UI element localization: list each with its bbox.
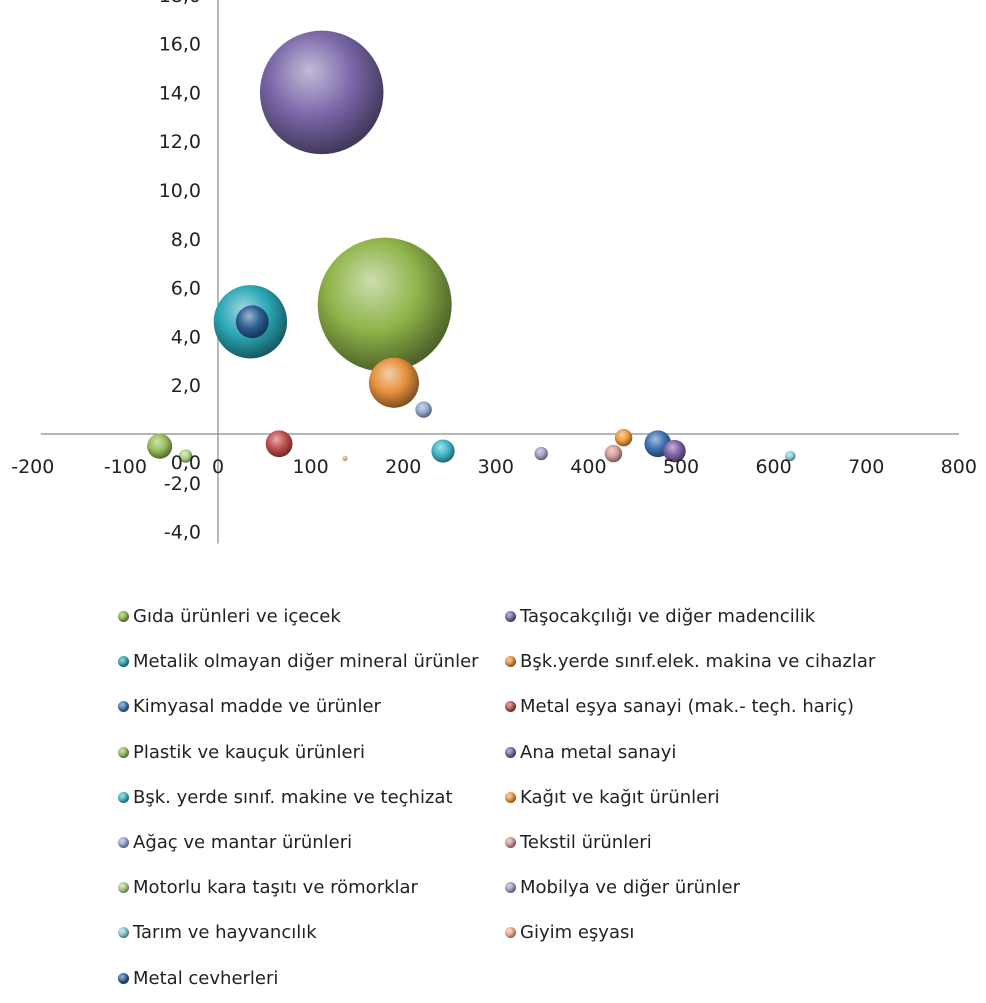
legend-item: Tekstil ürünleri <box>505 832 652 853</box>
x-tick-label: 100 <box>292 456 328 478</box>
legend-label: Motorlu kara taşıtı ve römorklar <box>133 877 418 899</box>
legend-label: Tarım ve hayvancılık <box>133 922 317 944</box>
legend-label: Metalik olmayan diğer mineral ürünler <box>133 651 479 673</box>
legend-marker-icon <box>505 927 516 939</box>
bubble-point <box>614 428 633 447</box>
legend-marker-icon <box>118 701 129 713</box>
legend-marker-icon <box>505 791 516 803</box>
legend-marker-icon <box>505 746 516 758</box>
legend-item: Ana metal sanayi <box>505 742 676 763</box>
bubble-point <box>265 430 293 458</box>
x-tick-label: 700 <box>848 456 884 478</box>
bubbles <box>147 30 796 463</box>
bubble-point <box>178 449 193 463</box>
x-tick-label: -200 <box>11 456 54 478</box>
legend-item: Gıda ürünleri ve içecek <box>118 606 341 627</box>
y-tick-label: 2,0 <box>171 375 201 397</box>
legend-label: Kağıt ve kağıt ürünleri <box>520 786 720 808</box>
legend-label: Taşocakçılığı ve diğer madencilik <box>520 606 816 627</box>
legend: Gıda ürünleri ve içecek Taşocakçılığı ve … <box>0 606 986 1003</box>
legend-marker-icon <box>505 882 516 894</box>
bubble-point <box>663 439 686 463</box>
legend-item: Metal cevherleri <box>118 968 278 989</box>
x-tick-label: 200 <box>385 456 421 478</box>
bubble-chart: -200 -100 0 100 200 300 400 500 600 700 800 -4,0 -2,… <box>11 0 977 544</box>
legend-marker-icon <box>118 656 129 668</box>
x-tick-label: -100 <box>104 456 147 478</box>
bubble-point <box>415 401 432 418</box>
legend-marker-icon <box>505 837 516 848</box>
x-tick-label: 800 <box>941 456 977 478</box>
bubble-point <box>147 433 173 459</box>
x-tick-label: 0 <box>212 456 224 478</box>
legend-item: Metalik olmayan diğer mineral ürünler <box>118 651 479 672</box>
y-tick-label: 10,0 <box>159 180 201 202</box>
axes <box>40 0 959 544</box>
y-tick-label: 14,0 <box>159 82 201 104</box>
legend-marker-icon <box>505 701 516 713</box>
legend-label: Metal eşya sanayi (mak.- teçh. hariç) <box>520 696 855 718</box>
tick-labels: -200 -100 0 100 200 300 400 500 600 700 800 -4,0 -2,… <box>11 0 977 544</box>
legend-label: Tekstil ürünleri <box>520 832 652 853</box>
y-tick-label: 16,0 <box>159 34 201 56</box>
y-tick-label: 8,0 <box>171 229 201 251</box>
y-tick-label: 6,0 <box>171 278 201 300</box>
y-tick-label: -2,0 <box>164 473 201 495</box>
legend-item: Kağıt ve kağıt ürünleri <box>505 787 720 808</box>
legend-item: Mobilya ve diğer ürünler <box>505 877 740 898</box>
origin-tick-label: 0,0 <box>171 452 201 474</box>
legend-item: Bşk.yerde sınıf.elek. makina ve cihazlar <box>505 651 875 672</box>
legend-marker-icon <box>118 972 129 984</box>
y-tick-label: 12,0 <box>159 131 201 153</box>
legend-label: Ana metal sanayi <box>520 741 677 763</box>
x-tick-label: 400 <box>570 456 606 478</box>
legend-label: Mobilya ve diğer ürünler <box>520 877 740 899</box>
legend-marker-icon <box>118 791 129 803</box>
legend-item: Kimyasal madde ve ürünler <box>118 696 381 717</box>
bubble-point <box>431 439 455 463</box>
x-tick-label: 600 <box>755 456 791 478</box>
bubble-point <box>604 444 623 463</box>
legend-marker-icon <box>118 882 129 894</box>
legend-label: Kimyasal madde ve ürünler <box>133 696 381 718</box>
bubble-point <box>259 30 384 155</box>
legend-label: Bşk. yerde sınıf. makine ve teçhizat <box>133 786 453 808</box>
bubble-point <box>317 237 452 372</box>
x-tick-label: 500 <box>663 456 699 478</box>
legend-item: Plastik ve kauçuk ürünleri <box>118 742 365 763</box>
legend-label: Plastik ve kauçuk ürünleri <box>133 741 366 763</box>
bubble-point <box>342 455 348 461</box>
legend-marker-icon <box>118 746 129 758</box>
legend-item: Bşk. yerde sınıf. makine ve teçhizat <box>118 787 453 808</box>
legend-item: Metal eşya sanayi (mak.- teçh. hariç) <box>505 696 854 717</box>
bubble-point <box>235 305 269 339</box>
legend-label: Giyim eşyası <box>520 922 635 944</box>
legend-item: Motorlu kara taşıtı ve römorklar <box>118 877 418 898</box>
legend-marker-icon <box>118 611 129 622</box>
legend-label: Bşk.yerde sınıf.elek. makina ve cihazlar <box>520 651 876 673</box>
legend-marker-icon <box>118 837 129 848</box>
bubble-point <box>534 446 548 461</box>
legend-label: Ağaç ve mantar ürünleri <box>133 832 353 853</box>
y-tick-label: 4,0 <box>171 326 201 348</box>
legend-item: Ağaç ve mantar ürünleri <box>118 832 352 853</box>
legend-label: Gıda ürünleri ve içecek <box>133 606 341 627</box>
legend-marker-icon <box>505 611 516 622</box>
legend-label: Metal cevherleri <box>133 967 279 989</box>
y-tick-label: -4,0 <box>164 522 201 544</box>
bubble-point <box>368 357 420 408</box>
x-tick-label: 300 <box>478 456 514 478</box>
legend-item: Tarım ve hayvancılık <box>118 922 317 943</box>
bubble-point <box>785 450 796 462</box>
legend-marker-icon <box>505 656 516 668</box>
y-tick-label: 18,0 <box>159 0 201 7</box>
legend-item: Giyim eşyası <box>505 922 634 943</box>
legend-item: Taşocakçılığı ve diğer madencilik <box>505 606 815 627</box>
legend-marker-icon <box>118 927 129 939</box>
